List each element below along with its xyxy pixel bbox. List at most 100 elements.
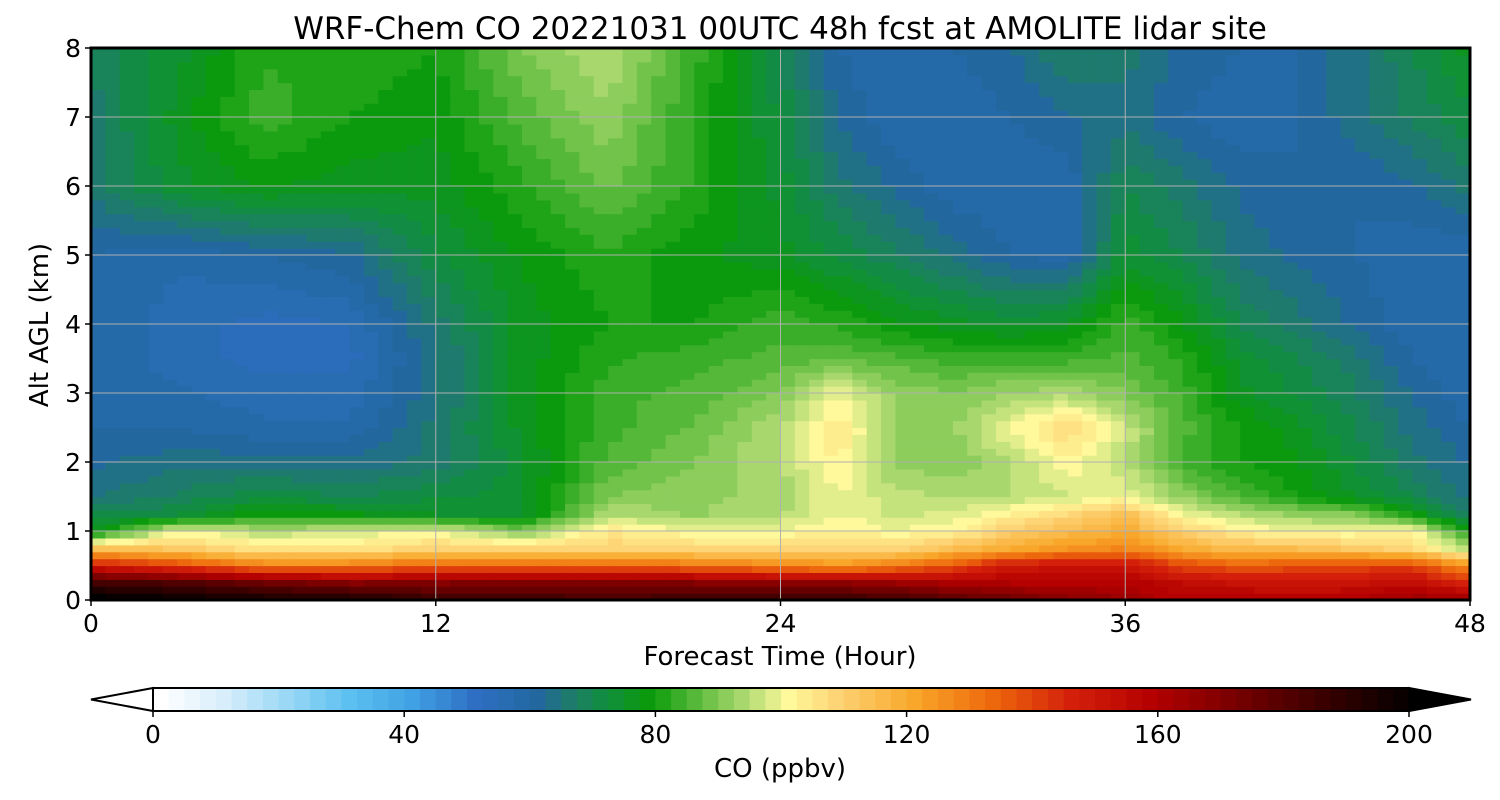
heatmap-cell — [119, 503, 135, 511]
heatmap-cell — [679, 255, 695, 263]
heatmap-cell — [407, 268, 422, 277]
heatmap-cell — [852, 496, 868, 504]
heatmap-cell — [636, 372, 652, 380]
heatmap-cell — [651, 448, 667, 456]
heatmap-cell — [263, 434, 279, 442]
heatmap-cell — [1053, 468, 1069, 477]
heatmap-cell — [708, 310, 724, 318]
heatmap-cell — [622, 386, 638, 394]
heatmap-cell — [435, 524, 451, 532]
heatmap-cell — [1240, 565, 1256, 573]
heatmap-cell — [1125, 420, 1141, 429]
heatmap-cell — [751, 275, 767, 284]
heatmap-cell — [1426, 558, 1442, 567]
heatmap-cell — [392, 344, 408, 353]
heatmap-cell — [263, 365, 279, 373]
heatmap-cell — [292, 261, 308, 270]
heatmap-cell — [536, 330, 552, 339]
heatmap-cell — [679, 358, 695, 366]
heatmap-cell — [1139, 337, 1155, 346]
heatmap-cell — [1398, 324, 1414, 332]
heatmap-cell — [105, 310, 121, 318]
heatmap-cell — [694, 475, 710, 484]
heatmap-cell — [967, 468, 983, 477]
heatmap-cell — [593, 586, 609, 594]
heatmap-cell — [1455, 593, 1471, 601]
heatmap-cell — [450, 420, 466, 429]
heatmap-cell — [1096, 393, 1112, 401]
heatmap-cell — [1039, 399, 1055, 408]
heatmap-cell — [1197, 558, 1213, 567]
heatmap-cell — [1225, 441, 1241, 449]
heatmap-cell — [521, 303, 537, 311]
heatmap-cell — [1412, 344, 1428, 353]
heatmap-cell — [464, 489, 480, 498]
heatmap-cell — [895, 551, 911, 560]
heatmap-cell — [1168, 296, 1184, 304]
heatmap-cell — [1197, 510, 1213, 518]
heatmap-cell — [1398, 572, 1414, 580]
heatmap-cell — [823, 524, 839, 532]
heatmap-cell — [565, 496, 580, 504]
heatmap-cell — [1355, 310, 1371, 318]
heatmap-cell — [895, 572, 911, 580]
heatmap-cell — [952, 413, 968, 422]
heatmap-cell — [1153, 310, 1169, 318]
heatmap-cell — [866, 455, 882, 463]
heatmap-cell — [119, 475, 135, 484]
heatmap-cell — [1153, 268, 1169, 277]
heatmap-cell — [1010, 420, 1026, 429]
heatmap-cell — [1024, 365, 1040, 373]
heatmap-cell — [1254, 586, 1270, 594]
heatmap-cell — [277, 248, 293, 256]
heatmap-cell — [1240, 344, 1256, 353]
heatmap-cell — [579, 399, 595, 408]
heatmap-cell — [1455, 344, 1471, 353]
heatmap-cell — [507, 579, 523, 587]
heatmap-cell — [191, 406, 207, 415]
heatmap-cell — [794, 551, 810, 560]
heatmap-cell — [407, 551, 422, 560]
heatmap-cell — [737, 275, 753, 284]
heatmap-cell — [952, 441, 968, 449]
heatmap-cell — [593, 510, 609, 518]
heatmap-cell — [1240, 406, 1256, 415]
heatmap-cell — [1197, 324, 1213, 332]
heatmap-cell — [995, 427, 1011, 435]
heatmap-cell — [1053, 275, 1069, 284]
heatmap-cell — [1383, 482, 1399, 491]
heatmap-cell — [1254, 489, 1270, 498]
heatmap-cell — [866, 399, 882, 408]
heatmap-cell — [1197, 358, 1213, 366]
heatmap-cell — [823, 489, 839, 498]
heatmap-cell — [234, 462, 250, 470]
heatmap-cell — [1197, 434, 1213, 442]
heatmap-cell — [723, 572, 738, 580]
heatmap-cell — [636, 324, 652, 332]
heatmap-cell — [1369, 337, 1385, 346]
heatmap-cell — [794, 524, 810, 532]
heatmap-cell — [493, 351, 509, 360]
heatmap-cell — [708, 558, 724, 567]
heatmap-cell — [823, 296, 839, 304]
heatmap-cell — [565, 372, 580, 380]
heatmap-cell — [105, 586, 121, 594]
heatmap-cell — [1326, 468, 1342, 477]
heatmap-cell — [1268, 393, 1284, 401]
heatmap-cell — [1398, 565, 1414, 573]
heatmap-cell — [220, 379, 236, 387]
heatmap-cell — [234, 344, 250, 353]
heatmap-cell — [493, 379, 509, 387]
heatmap-cell — [924, 489, 940, 498]
heatmap-cell — [91, 282, 106, 291]
heatmap-cell — [1211, 337, 1227, 346]
heatmap-cell — [967, 462, 983, 470]
heatmap-cell — [478, 399, 494, 408]
heatmap-cell — [895, 268, 911, 277]
heatmap-cell — [967, 510, 983, 518]
heatmap-cell — [1240, 524, 1256, 532]
heatmap-cell — [608, 268, 624, 277]
heatmap-cell — [593, 434, 609, 442]
heatmap-cell — [177, 303, 193, 311]
heatmap-cell — [292, 351, 308, 360]
